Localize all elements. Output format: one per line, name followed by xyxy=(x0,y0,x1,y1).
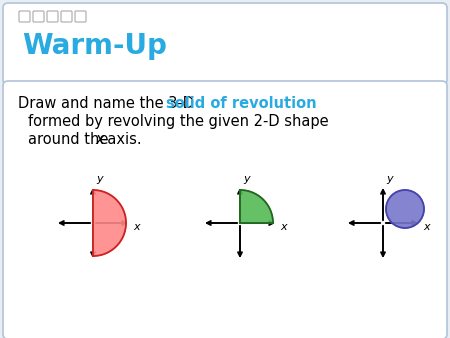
FancyBboxPatch shape xyxy=(33,11,44,22)
Text: -axis.: -axis. xyxy=(102,132,142,147)
Text: solid of revolution: solid of revolution xyxy=(166,96,317,111)
FancyBboxPatch shape xyxy=(61,11,72,22)
Text: y: y xyxy=(386,174,392,184)
FancyBboxPatch shape xyxy=(3,3,447,85)
Text: y: y xyxy=(243,174,250,184)
Text: y: y xyxy=(96,174,103,184)
FancyBboxPatch shape xyxy=(19,11,30,22)
Text: formed by revolving the given 2-D shape: formed by revolving the given 2-D shape xyxy=(28,114,328,129)
Circle shape xyxy=(386,190,424,228)
Text: Draw and name the 3-D: Draw and name the 3-D xyxy=(18,96,198,111)
Text: x: x xyxy=(95,132,104,147)
Text: around the: around the xyxy=(28,132,113,147)
Text: x: x xyxy=(280,222,287,232)
Polygon shape xyxy=(93,190,126,256)
Text: Warm-Up: Warm-Up xyxy=(22,32,167,60)
FancyBboxPatch shape xyxy=(75,11,86,22)
FancyBboxPatch shape xyxy=(47,11,58,22)
FancyBboxPatch shape xyxy=(3,81,447,338)
Text: x: x xyxy=(423,222,430,232)
Text: x: x xyxy=(133,222,140,232)
Polygon shape xyxy=(240,190,273,223)
